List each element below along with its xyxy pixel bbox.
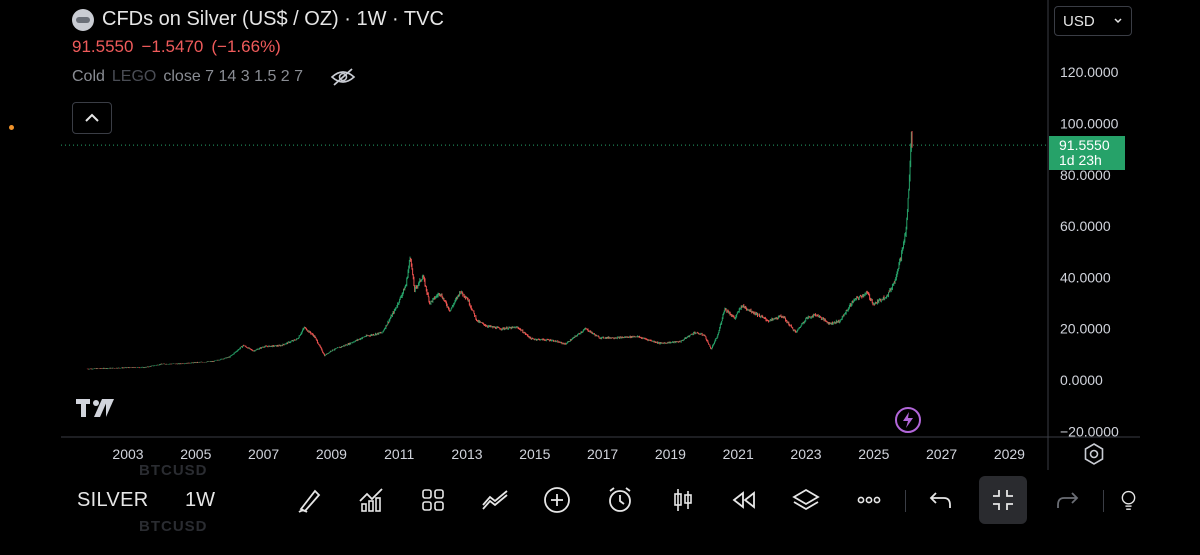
lightning-icon[interactable]: [894, 406, 922, 434]
chart-header: CFDs on Silver (US$ / OZ) · 1W · TVC 91.…: [72, 8, 444, 87]
y-tick-label: 120.0000: [1060, 64, 1119, 80]
y-tick-label: 40.0000: [1060, 269, 1111, 285]
layers-icon: [792, 488, 820, 511]
x-tick-label: 2009: [316, 446, 347, 462]
brush-icon: [298, 489, 321, 513]
orange-status-dot: [9, 125, 14, 130]
x-tick-label: 2021: [723, 446, 754, 462]
price-tag-countdown: 1d 23h: [1059, 152, 1102, 168]
add-icon: [544, 487, 570, 513]
chevron-down-icon: [1114, 18, 1122, 24]
x-tick-label: 2011: [384, 446, 414, 462]
timeframe-button[interactable]: 1W: [185, 488, 215, 511]
fullscreen-exit-icon: [993, 490, 1013, 510]
ghost-symbol-top: BTCUSD: [139, 462, 208, 479]
indicators-button[interactable]: [347, 476, 395, 524]
y-tick-label: 100.0000: [1060, 116, 1119, 132]
compare-icon: [482, 490, 508, 510]
indicator-legend[interactable]: Cold LEGO close 7 14 3 1.5 2 7: [72, 67, 444, 87]
price-change: −1.5470: [141, 37, 204, 56]
price-change-pct: (−1.66%): [211, 37, 281, 56]
alert-icon: [609, 487, 631, 512]
y-tick-label: 0.0000: [1060, 372, 1103, 388]
settings-icon[interactable]: [1082, 442, 1106, 466]
collapse-legend-button[interactable]: [72, 102, 112, 134]
price-chart[interactable]: 120.0000 100.0000 80.0000 60.0000 40.0000 20.…: [0, 0, 1200, 470]
indicator-params: close 7 14 3 1.5 2 7: [163, 68, 304, 85]
redo-button[interactable]: [1043, 476, 1091, 524]
indicator-name: Cold: [72, 68, 105, 85]
lightbulb-icon: [1121, 490, 1136, 510]
chart-title[interactable]: CFDs on Silver (US$ / OZ) · 1W · TVC: [102, 8, 444, 30]
candle-type-button[interactable]: [659, 476, 707, 524]
ideas-button[interactable]: [1111, 476, 1140, 524]
x-tick-label: 2015: [519, 446, 550, 462]
add-button[interactable]: [533, 476, 581, 524]
x-tick-label: 2005: [180, 446, 211, 462]
x-tick-label: 2027: [926, 446, 957, 462]
tradingview-logo: [76, 399, 114, 417]
x-tick-label: 2019: [655, 446, 686, 462]
toolbar-divider: [905, 490, 906, 512]
more-button[interactable]: [845, 476, 893, 524]
replay-icon: [732, 491, 755, 509]
undo-icon: [929, 492, 951, 508]
undo-button[interactable]: [917, 476, 965, 524]
alert-button[interactable]: [596, 476, 644, 524]
layers-button[interactable]: [782, 476, 830, 524]
chart-frame: [61, 0, 1140, 528]
x-tick-label: 2003: [112, 446, 143, 462]
candle-type-icon: [674, 489, 692, 511]
layout-icon: [422, 489, 444, 511]
indicators-icon: [359, 488, 383, 512]
currency-value: USD: [1063, 12, 1095, 30]
chevron-up-icon: [85, 113, 99, 122]
y-tick-label: 20.0000: [1060, 321, 1111, 337]
last-price: 91.5550: [72, 37, 134, 56]
silver-symbol-icon: [72, 8, 94, 31]
y-tick-label: 80.0000: [1060, 167, 1111, 183]
x-tick-label: 2023: [790, 446, 821, 462]
x-tick-label: 2013: [451, 446, 482, 462]
layout-button[interactable]: [409, 476, 457, 524]
eye-off-icon[interactable]: [330, 67, 356, 87]
x-tick-label: 2017: [587, 446, 618, 462]
x-tick-label: 2007: [248, 446, 279, 462]
y-tick-label: 60.0000: [1060, 218, 1111, 234]
fullscreen-exit-button[interactable]: [979, 476, 1027, 524]
x-tick-label: 2025: [858, 446, 889, 462]
compare-button[interactable]: [471, 476, 519, 524]
currency-select[interactable]: USD: [1054, 6, 1132, 36]
symbol-button[interactable]: SILVER: [77, 488, 149, 511]
redo-icon: [1057, 492, 1079, 508]
bottom-toolbar: BTCUSD BTCUSD SILVER 1W: [61, 462, 1140, 535]
x-tick-label: 2029: [994, 446, 1025, 462]
y-tick-label: −20.0000: [1060, 423, 1119, 439]
replay-button[interactable]: [720, 476, 768, 524]
more-icon: [857, 496, 881, 504]
price-tag: 91.5550 1d 23h: [1049, 136, 1125, 170]
ghost-symbol-bottom: BTCUSD: [139, 518, 208, 535]
indicator-obscured-name: LEGO: [111, 68, 157, 85]
drawing-tool-button[interactable]: [286, 476, 334, 524]
toolbar-divider-2: [1103, 490, 1104, 512]
price-tag-value: 91.5550: [1059, 137, 1110, 153]
